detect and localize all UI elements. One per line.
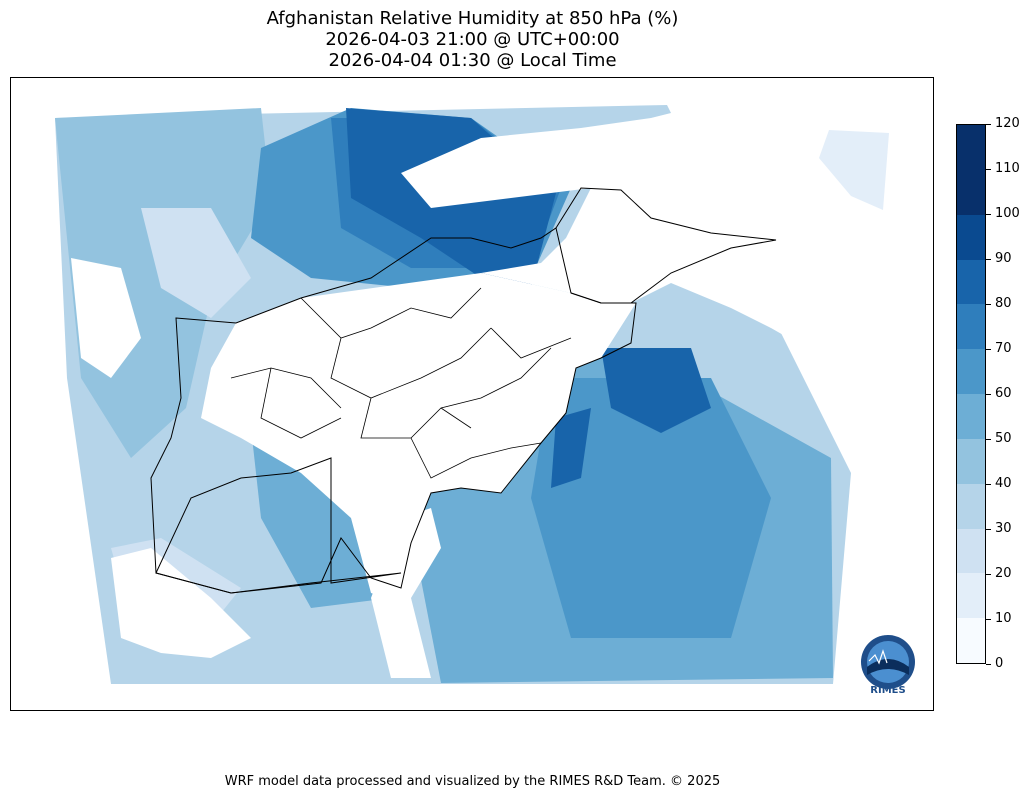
colorbar-step-0 [957, 618, 985, 663]
colorbar-tick-label: 120 [995, 116, 1020, 131]
humidity-zone-80-southeast [551, 408, 591, 488]
colorbar-tick-label: 110 [995, 161, 1020, 176]
colorbar [956, 124, 986, 664]
colorbar-step-11 [957, 125, 985, 170]
colorbar-tick-mark [986, 349, 991, 350]
colorbar-step-7 [957, 304, 985, 350]
colorbar-tick-label: 100 [995, 206, 1020, 221]
colorbar-tick-label: 30 [995, 521, 1012, 536]
northeast-boundary [555, 187, 777, 304]
colorbar-tick-label: 10 [995, 611, 1012, 626]
title-line-1: Afghanistan Relative Humidity at 850 hPa… [266, 8, 679, 29]
colorbar-tick-mark [986, 619, 991, 620]
colorbar-step-9 [957, 214, 985, 260]
colorbar-step-2 [957, 528, 985, 574]
no-data-southwest-patches [111, 548, 251, 658]
colorbar-tick-mark [986, 259, 991, 260]
colorbar-step-8 [957, 259, 985, 305]
colorbar-tick-label: 80 [995, 296, 1012, 311]
chart-title: Afghanistan Relative Humidity at 850 hPa… [10, 8, 935, 71]
colorbar-tick-mark [986, 304, 991, 305]
province-lines [230, 287, 572, 479]
rimes-logo: RIMES [855, 633, 921, 699]
no-data-iran-patches [71, 258, 141, 378]
colorbar-tick-label: 20 [995, 566, 1012, 581]
colorbar-step-6 [957, 349, 985, 395]
colorbar-tick-mark [986, 574, 991, 575]
no-data-north-gap [401, 108, 933, 378]
colorbar-tick-label: 0 [995, 656, 1004, 671]
colorbar-step-1 [957, 573, 985, 619]
colorbar-step-5 [957, 394, 985, 439]
footer-credit: WRF model data processed and visualized … [224, 774, 721, 789]
rimes-logo-text: RIMES [870, 685, 906, 696]
humidity-domain-northeast [819, 130, 889, 210]
colorbar-tick-mark [986, 439, 991, 440]
colorbar-step-10 [957, 169, 985, 215]
humidity-zone-80-east [601, 348, 711, 433]
colorbar-tick-mark [986, 529, 991, 530]
humidity-zone-60 [531, 378, 771, 638]
humidity-map [55, 105, 933, 684]
humidity-zone-20 [141, 208, 251, 318]
no-data-indus-gap [371, 508, 441, 678]
colorbar-tick-mark [986, 484, 991, 485]
map-panel[interactable] [10, 77, 934, 711]
colorbar-tick-label: 50 [995, 431, 1012, 446]
colorbar-tick-mark [986, 214, 991, 215]
southwest-boundary [155, 457, 402, 594]
colorbar-step-4 [957, 438, 985, 484]
title-line-2: 2026-04-03 21:00 @ UTC+00:00 [325, 29, 620, 50]
colorbar-tick-label: 90 [995, 251, 1012, 266]
colorbar-tick-mark [986, 394, 991, 395]
colorbar-step-3 [957, 483, 985, 529]
title-line-3: 2026-04-04 01:30 @ Local Time [328, 50, 617, 71]
colorbar-tick-mark [986, 124, 991, 125]
colorbar-tick-label: 60 [995, 386, 1012, 401]
colorbar-tick-label: 40 [995, 476, 1012, 491]
colorbar-tick-mark [986, 664, 991, 665]
colorbar-tick-label: 70 [995, 341, 1012, 356]
rimes-logo-icon [861, 635, 915, 689]
colorbar-tick-mark [986, 169, 991, 170]
